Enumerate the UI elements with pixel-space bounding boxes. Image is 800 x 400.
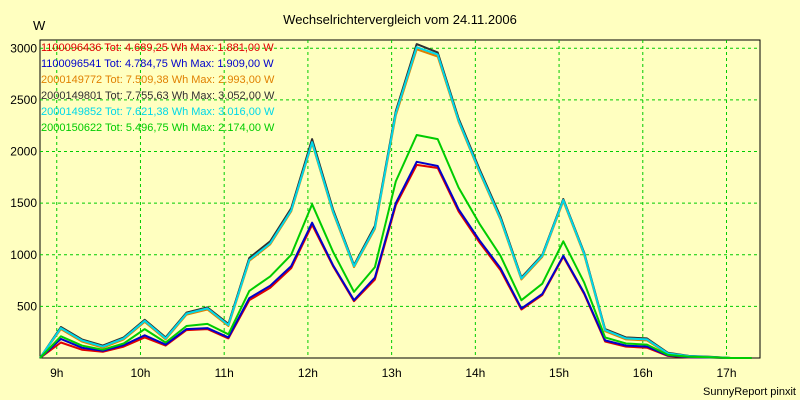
legend: 1100096436 Tot: 4.689,25 Wh Max: 1.881,0… (41, 42, 275, 134)
y-axis-unit: W (33, 18, 46, 33)
x-tick-label: 15h (549, 366, 569, 380)
legend-entry: 1100096541 Tot: 4.784,75 Wh Max: 1.909,0… (41, 58, 274, 70)
legend-entry: 2000149801 Tot: 7.755,63 Wh Max: 3.052,0… (41, 90, 275, 102)
grid-lines (40, 40, 760, 358)
x-tick-label: 11h (215, 366, 234, 380)
x-tick-label: 12h (298, 366, 318, 380)
series-line-5 (39, 46, 752, 359)
series-lines (39, 43, 752, 359)
chart-title: Wechselrichtervergleich vom 24.11.2006 (283, 12, 517, 27)
y-tick-label: 2000 (10, 145, 37, 159)
y-tick-label: 1500 (10, 196, 37, 210)
plot-area (39, 39, 761, 359)
x-tick-labels: 9h 10h 11h 12h 13h 14h 15h 16h 17h (50, 366, 736, 380)
series-line-1 (39, 163, 752, 359)
x-tick-label: 17h (716, 366, 736, 380)
y-tick-labels: 500 1000 1500 2000 2500 3000 (10, 41, 37, 313)
x-tick-label: 13h (382, 366, 402, 380)
legend-entry: 2000150622 Tot: 5.496,75 Wh Max: 2.174,0… (41, 122, 275, 134)
series-line-6 (39, 134, 752, 359)
footer-credit: SunnyReport pinxit (703, 386, 796, 398)
y-tick-label: 500 (17, 299, 37, 313)
y-tick-label: 2500 (10, 93, 37, 107)
series-line-2 (39, 160, 752, 359)
y-tick-label: 3000 (10, 41, 37, 55)
x-tick-label: 16h (633, 366, 653, 380)
legend-entry: 2000149772 Tot: 7.509,38 Wh Max: 2.993,0… (41, 74, 275, 86)
y-tick-label: 1000 (10, 248, 37, 262)
x-tick-label: 10h (130, 366, 150, 380)
legend-entry: 2000149852 Tot: 7.621,38 Wh Max: 3.016,0… (41, 106, 275, 118)
legend-entry: 1100096436 Tot: 4.689,25 Wh Max: 1.881,0… (41, 42, 274, 54)
x-tick-label: 14h (465, 366, 485, 380)
x-tick-label: 9h (50, 366, 63, 380)
